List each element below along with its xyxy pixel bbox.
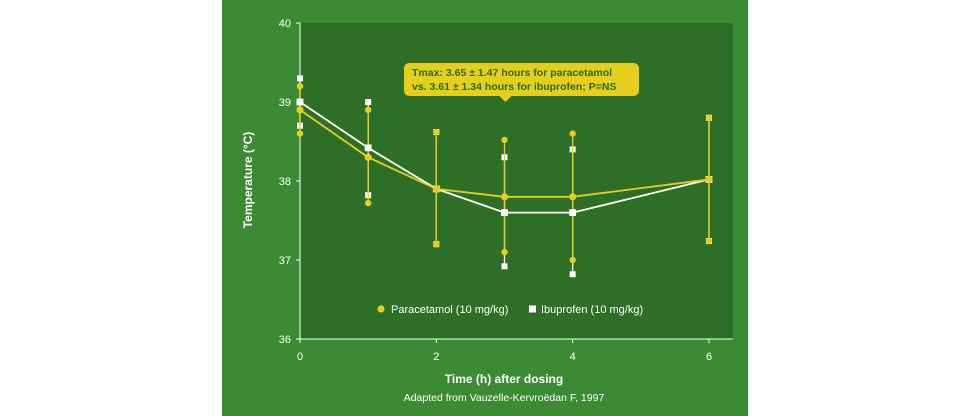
error-bar-end <box>296 130 304 137</box>
error-bar-end <box>296 83 304 90</box>
error-bar-end <box>433 241 440 248</box>
x-axis-title: Time (h) after dosing <box>445 372 563 386</box>
x-tick-label: 2 <box>433 351 439 363</box>
error-bar-end <box>705 114 713 122</box>
error-bar-end <box>705 237 713 245</box>
error-bar-end <box>501 263 508 270</box>
tmax-callout: Tmax: 3.65 ± 1.47 hours for paracetamol … <box>404 63 639 102</box>
y-axis-title: Temperature (°C) <box>241 132 255 229</box>
callout-line-2: vs. 3.61 ± 1.34 hours for ibuprofen; P=N… <box>412 81 616 93</box>
error-bar-end <box>365 99 372 105</box>
data-point <box>501 209 508 216</box>
source-note: Adapted from Vauzelle-Kervroëdan F, 1997 <box>404 392 605 404</box>
legend-marker-ibuprofen <box>529 305 536 313</box>
error-bar-end <box>569 271 576 278</box>
error-bar-end <box>569 256 576 264</box>
data-point <box>364 153 372 161</box>
error-bar-end <box>501 136 508 144</box>
error-bar-end <box>297 75 303 82</box>
error-bar-end <box>364 106 372 114</box>
error-bar-end <box>569 130 576 137</box>
x-tick-label: 6 <box>706 351 712 363</box>
data-point <box>432 185 440 193</box>
error-bar-end <box>364 199 372 207</box>
callout-bubble <box>404 63 639 102</box>
error-bar-end <box>501 248 508 256</box>
series-line-ibuprofen <box>299 101 710 214</box>
y-tick-label: 38 <box>279 176 291 188</box>
data-point <box>705 175 713 184</box>
series-layer <box>296 75 713 278</box>
y-tick-label: 37 <box>279 255 291 267</box>
error-bar-end <box>433 128 440 136</box>
data-point <box>569 193 577 201</box>
legend-label-ibuprofen: Ibuprofen (10 mg/kg) <box>541 304 643 316</box>
y-tick-label: 39 <box>279 97 291 109</box>
legend: Paracetamol (10 mg/kg) Ibuprofen (10 mg/… <box>377 304 643 316</box>
series-line-paracetamol <box>299 109 710 198</box>
x-tick-label: 0 <box>297 351 303 363</box>
tick-labels: 36 37 38 39 40 0 2 4 6 <box>279 18 712 363</box>
data-point <box>296 106 304 114</box>
legend-marker-paracetamol <box>377 305 385 313</box>
y-tick-label: 36 <box>279 334 291 346</box>
data-point <box>364 144 372 152</box>
data-point <box>569 209 577 216</box>
y-tick-label: 40 <box>279 18 291 30</box>
data-point <box>500 193 509 201</box>
legend-label-paracetamol: Paracetamol (10 mg/kg) <box>391 304 508 316</box>
data-point <box>296 98 304 106</box>
callout-line-1: Tmax: 3.65 ± 1.47 hours for paracetamol <box>412 67 612 79</box>
x-tick-label: 4 <box>570 351 576 363</box>
